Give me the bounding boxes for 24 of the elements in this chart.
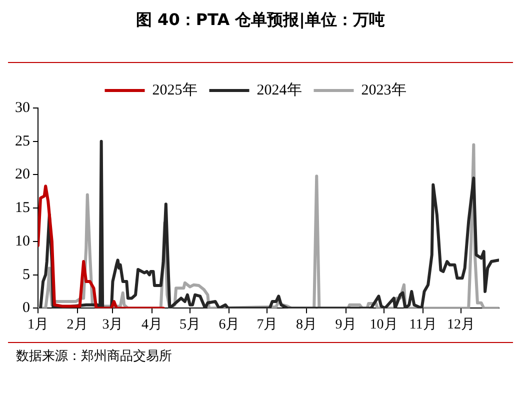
x-tick-label: 11月 (409, 317, 437, 332)
y-tick-label: 30 (15, 100, 30, 116)
x-tick-label: 8月 (296, 317, 317, 332)
legend-label: 2023年 (361, 81, 406, 98)
x-tick-label: 1月 (28, 317, 48, 332)
y-tick-label: 0 (22, 300, 30, 316)
chart-title: 图 40：PTA 仓单预报|单位：万吨 (134, 9, 386, 31)
x-tick-label: 9月 (335, 317, 356, 332)
x-tick-label: 10月 (370, 317, 398, 332)
x-tick-label: 6月 (218, 317, 240, 332)
x-tick-label: 7月 (256, 317, 278, 332)
x-tick-label: 4月 (141, 317, 162, 332)
source-note: 数据来源：郑州商品交易所 (15, 348, 173, 365)
legend-label: 2024年 (256, 81, 302, 98)
y-tick-label: 10 (15, 233, 30, 250)
x-tick-label: 3月 (102, 317, 124, 332)
y-tick-label: 20 (15, 166, 30, 183)
x-tick-label: 12月 (447, 317, 476, 332)
y-tick-label: 25 (15, 133, 30, 150)
legend-label: 2025年 (152, 81, 198, 98)
y-tick-label: 15 (15, 200, 30, 216)
y-tick-label: 5 (22, 266, 30, 283)
x-tick-label: 2月 (66, 317, 88, 332)
x-tick-label: 5月 (179, 317, 200, 332)
